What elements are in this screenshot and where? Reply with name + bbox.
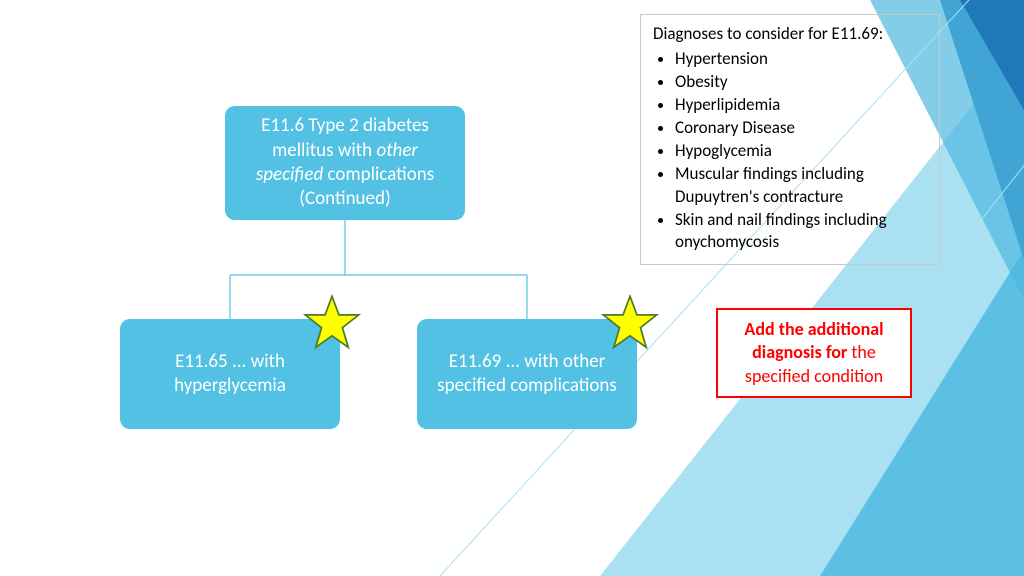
info-list-item: Muscular findings including Dupuytren's … xyxy=(675,163,927,209)
info-list-item: Hypertension xyxy=(675,48,927,71)
star-icon xyxy=(601,294,659,352)
child-label: E11.69 ... with other specified complica… xyxy=(433,350,621,399)
child-label: E11.65 ... with hyperglycemia xyxy=(136,350,324,399)
add-diagnosis-callout: Add the additional diagnosis for the spe… xyxy=(716,308,912,398)
star-icon xyxy=(303,294,361,352)
info-list-item: Hypoglycemia xyxy=(675,140,927,163)
info-list-item: Hyperlipidemia xyxy=(675,94,927,117)
diagnoses-info-box: Diagnoses to consider for E11.69: Hypert… xyxy=(640,14,940,265)
tree-root-node: E11.6 Type 2 diabetes mellitus with othe… xyxy=(225,106,465,220)
info-list-item: Obesity xyxy=(675,71,927,94)
info-title: Diagnoses to consider for E11.69: xyxy=(653,23,927,46)
info-list-item: Coronary Disease xyxy=(675,117,927,140)
info-list: HypertensionObesityHyperlipidemiaCoronar… xyxy=(653,48,927,254)
info-list-item: Skin and nail findings including onychom… xyxy=(675,209,927,255)
